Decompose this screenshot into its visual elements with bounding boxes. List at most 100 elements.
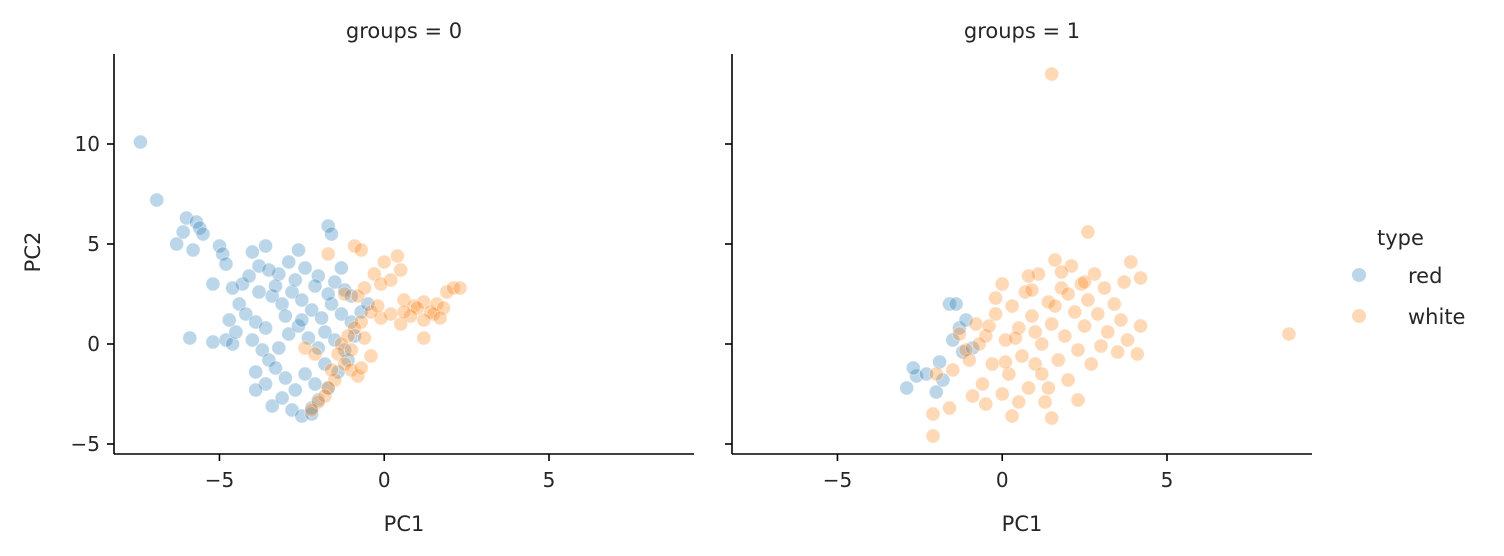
point-white-0-45 <box>353 360 369 376</box>
point-white-1-22 <box>1021 380 1036 396</box>
point-white-1-54 <box>1123 254 1139 270</box>
point-red-0-28 <box>281 254 297 270</box>
point-red-0-21 <box>324 226 339 242</box>
point-red-1-5 <box>928 384 944 400</box>
point-red-0-20 <box>320 218 336 234</box>
point-red-0-27 <box>271 266 287 282</box>
point-red-0-31 <box>327 274 343 290</box>
point-red-0-71 <box>274 390 290 406</box>
point-white-1-0 <box>1044 66 1060 82</box>
point-white-0-7 <box>383 272 399 288</box>
point-white-1-26 <box>1034 336 1050 352</box>
point-white-1-3 <box>925 406 941 422</box>
point-white-1-74 <box>1034 366 1050 382</box>
point-white-1-52 <box>1116 274 1132 290</box>
point-red-0-80 <box>307 278 323 294</box>
point-red-0-49 <box>228 324 244 340</box>
legend-marker-red <box>1352 268 1366 282</box>
point-white-0-50 <box>432 310 448 326</box>
point-white-1-13 <box>994 386 1010 402</box>
point-red-0-78 <box>268 278 283 294</box>
point-white-1-40 <box>1077 318 1092 334</box>
point-red-0-68 <box>307 376 323 392</box>
point-red-0-81 <box>320 286 336 302</box>
point-white-1-1 <box>1281 326 1297 342</box>
point-red-0-42 <box>304 302 320 318</box>
point-white-1-27 <box>1037 394 1053 410</box>
panel-groups-1: groups = 1 −5 0 5 PC1 <box>725 19 1312 536</box>
point-white-1-43 <box>1083 356 1099 372</box>
point-white-0-10 <box>350 288 366 304</box>
point-white-0-2 <box>353 242 369 258</box>
x-tick-label-5-panel-1: 5 <box>1161 468 1174 492</box>
point-red-0-37 <box>258 320 274 336</box>
point-white-1-32 <box>1050 352 1066 368</box>
point-white-1-77 <box>1054 264 1069 280</box>
point-red-0-41 <box>294 292 310 308</box>
panel-title-groups-0: groups = 0 <box>346 19 462 43</box>
point-white-1-25 <box>1031 266 1046 282</box>
point-white-1-29 <box>1044 410 1060 426</box>
point-white-1-6 <box>952 326 967 342</box>
point-red-0-65 <box>277 370 293 386</box>
point-red-0-84 <box>251 284 267 300</box>
point-white-1-2 <box>925 428 941 444</box>
point-red-0-6 <box>169 236 185 252</box>
panel-title-groups-1: groups = 1 <box>964 19 1080 43</box>
panel-groups-0: groups = 0 −5 0 5 −5 0 5 10 PC1 PC2 <box>21 19 694 536</box>
point-white-1-45 <box>1090 306 1106 322</box>
point-red-0-85 <box>221 312 237 328</box>
point-white-1-47 <box>1097 280 1112 296</box>
legend: type red white <box>1352 226 1465 329</box>
legend-label-white: white <box>1408 305 1465 329</box>
point-white-1-30 <box>1044 316 1060 332</box>
point-white-1-66 <box>971 336 987 352</box>
x-tick-label--5-panel-1: −5 <box>823 468 852 492</box>
point-white-1-19 <box>1011 320 1027 336</box>
point-white-1-53 <box>1120 332 1135 348</box>
point-red-0-74 <box>304 406 320 422</box>
point-white-1-68 <box>1027 324 1043 340</box>
point-white-1-11 <box>984 356 1000 372</box>
point-red-0-2 <box>179 210 194 226</box>
point-white-0-46 <box>337 286 353 302</box>
point-white-1-64 <box>988 290 1003 306</box>
point-white-1-23 <box>1024 308 1040 324</box>
point-white-1-67 <box>1008 330 1023 346</box>
point-white-0-42 <box>343 342 359 358</box>
point-red-0-12 <box>182 330 198 346</box>
point-white-1-4 <box>928 366 944 382</box>
point-white-1-70 <box>1060 286 1076 302</box>
point-red-0-66 <box>287 382 303 398</box>
point-white-1-41 <box>1080 224 1096 240</box>
y-tick-label-0: 0 <box>87 332 100 356</box>
point-white-1-57 <box>1133 318 1148 334</box>
point-red-0-13 <box>205 334 221 350</box>
point-white-1-49 <box>1106 296 1122 312</box>
legend-title: type <box>1377 226 1424 250</box>
legend-label-red: red <box>1408 264 1442 288</box>
point-white-1-59 <box>1041 380 1056 396</box>
point-red-0-39 <box>274 296 290 312</box>
point-white-1-58 <box>1070 392 1086 408</box>
point-red-0-83 <box>294 312 310 328</box>
point-red-0-7 <box>175 224 191 240</box>
point-white-1-61 <box>978 396 994 412</box>
point-white-0-52 <box>307 346 323 362</box>
point-white-0-44 <box>363 348 379 364</box>
point-red-0-67 <box>297 366 313 382</box>
point-white-0-48 <box>416 330 432 346</box>
point-red-0-1 <box>149 192 165 208</box>
point-red-1-1 <box>909 368 924 384</box>
point-white-1-7 <box>961 352 977 368</box>
point-red-0-54 <box>281 326 297 342</box>
point-white-0-37 <box>320 380 336 396</box>
point-white-1-38 <box>1070 342 1086 358</box>
point-white-1-44 <box>1087 266 1102 282</box>
point-red-0-44 <box>324 296 339 312</box>
point-white-0-41 <box>324 362 339 378</box>
point-red-0-8 <box>185 242 201 258</box>
point-red-0-18 <box>258 238 274 254</box>
point-white-1-5 <box>945 362 961 378</box>
point-red-0-45 <box>333 306 349 322</box>
